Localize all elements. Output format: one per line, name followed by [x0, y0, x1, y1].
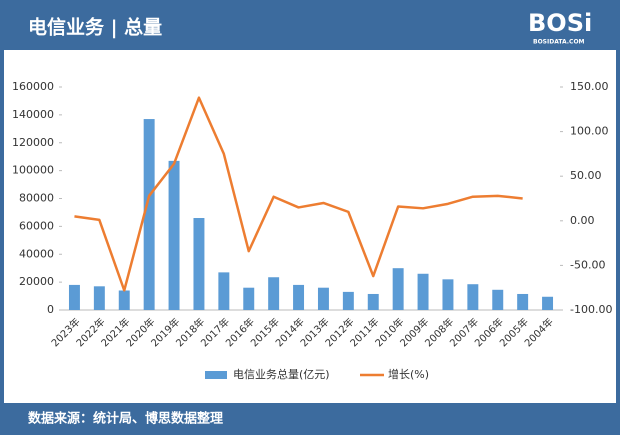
- y2-tick-label: -100.00: [570, 303, 612, 316]
- bar: [268, 277, 280, 310]
- bar: [193, 218, 205, 310]
- bar: [442, 279, 454, 310]
- header-title: 电信业务 | 总量: [28, 16, 162, 39]
- y-tick-label: 20000: [19, 275, 54, 288]
- y-tick-label: 0: [47, 303, 54, 316]
- y-tick-label: 80000: [19, 192, 54, 205]
- bar: [467, 284, 479, 310]
- y2-tick-label: 150.00: [570, 80, 609, 93]
- y-tick-label: 160000: [12, 80, 54, 93]
- y2-tick-label: 0.00: [570, 214, 595, 227]
- legend-swatch: [205, 371, 227, 379]
- legend-label: 增长(%): [388, 367, 429, 381]
- bar: [93, 286, 105, 310]
- y2-tick-label: -50.00: [570, 258, 605, 271]
- bar: [243, 287, 255, 310]
- bar: [417, 273, 429, 310]
- bar: [367, 293, 379, 310]
- panel: [4, 50, 616, 403]
- bar: [392, 268, 404, 310]
- bar: [168, 160, 180, 310]
- bar: [542, 296, 554, 310]
- footer-source: 数据来源：统计局、博思数据整理: [28, 411, 223, 427]
- logo-sub: BOSIDATA.COM: [533, 39, 585, 46]
- bar: [68, 284, 80, 310]
- bar: [317, 287, 329, 310]
- bar: [143, 119, 155, 311]
- bar: [492, 289, 504, 310]
- logo: BOSi: [528, 9, 592, 37]
- bar: [293, 284, 305, 310]
- y2-tick-label: 50.00: [570, 169, 602, 182]
- bar: [118, 290, 130, 310]
- legend-label: 电信业务总量(亿元): [233, 367, 330, 381]
- y-tick-label: 120000: [12, 136, 54, 149]
- y-tick-label: 60000: [19, 219, 54, 232]
- y2-tick-label: 100.00: [570, 125, 609, 138]
- bar: [342, 291, 354, 310]
- line: [74, 96, 523, 292]
- bar: [517, 293, 529, 310]
- bar: [218, 272, 230, 310]
- y-tick-label: 100000: [12, 164, 54, 177]
- y-tick-label: 140000: [12, 108, 54, 121]
- y-tick-label: 40000: [19, 247, 54, 260]
